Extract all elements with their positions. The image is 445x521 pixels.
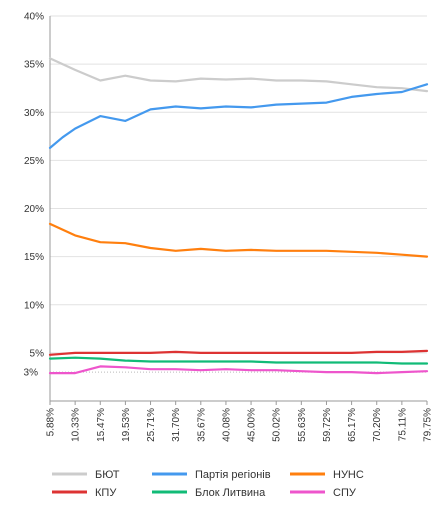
y-tick-label: 15% (24, 252, 44, 263)
y-tick-label: 10% (24, 300, 44, 311)
legend-label: КПУ (95, 487, 117, 499)
y-tick-label: 30% (24, 108, 44, 119)
legend-label: НУНС (333, 469, 364, 481)
series-line-1 (48, 57, 429, 93)
x-tick-label: 45.00% (247, 408, 258, 442)
x-tick-label: 40.08% (221, 408, 232, 442)
legend: БЮТ Партія регіонів НУНС КПУ Блок Литвина СПУ (52, 469, 364, 499)
y-tick-label: 25% (24, 156, 44, 167)
series-line-2 (48, 83, 429, 149)
x-tick-label: 10.33% (71, 408, 82, 442)
legend-label: Партія регіонів (195, 469, 271, 481)
y-tick-label: 5% (30, 348, 45, 359)
grid-layer (49, 15, 427, 402)
x-tick-label: 65.17% (347, 408, 358, 442)
series-line-3 (48, 222, 429, 258)
legend-label: Блок Литвина (195, 487, 266, 499)
y-axis-ticks: 5% 10% 15% 20% 25% 30% 35% 40% 3% (24, 12, 45, 379)
y-tick-label: 20% (24, 204, 44, 215)
x-tick-label: 55.63% (297, 408, 308, 442)
y-tick-label: 35% (24, 60, 44, 71)
x-tick-label: 31.70% (171, 408, 182, 442)
series-line-5 (48, 356, 429, 365)
series-line-4 (48, 349, 429, 356)
x-tick-label: 5.88% (46, 408, 57, 436)
x-tick-label: 35.67% (196, 408, 207, 442)
x-tick-label: 59.72% (322, 408, 333, 442)
x-tick-label: 70.20% (372, 408, 383, 442)
legend-label: СПУ (333, 487, 357, 499)
series-layer (48, 57, 429, 375)
x-tick-label: 15.47% (96, 408, 107, 442)
legend-label: БЮТ (95, 469, 120, 481)
threshold-label: 3% (24, 368, 39, 379)
x-tick-label: 50.02% (272, 408, 283, 442)
y-tick-label: 40% (24, 12, 44, 23)
series-line-6 (48, 365, 429, 375)
x-tick-label: 79.75% (423, 408, 434, 442)
x-tick-label: 25.71% (146, 408, 157, 442)
x-tick-label: 75.11% (397, 408, 408, 441)
x-axis-ticks: 5.88% 10.33% 15.47% 19.53% 25.71% 31.70% 35.67… (46, 401, 434, 442)
x-tick-label: 19.53% (121, 408, 132, 442)
